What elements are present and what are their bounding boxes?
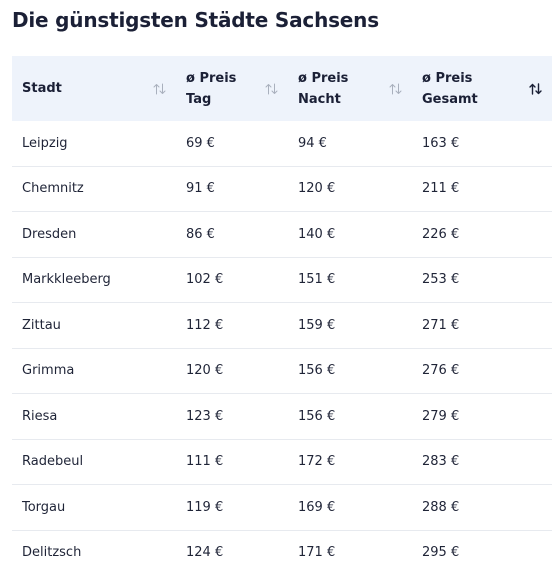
cell-city: Radebeul bbox=[12, 439, 176, 485]
column-header-label: ø Preis bbox=[298, 70, 349, 86]
page-title: Die günstigsten Städte Sachsens bbox=[12, 8, 379, 32]
cell-price-night: 140 € bbox=[288, 211, 412, 258]
cell-price-day: 123 € bbox=[176, 393, 288, 440]
table-row: Delitzsch 124 € 171 € 295 € bbox=[12, 530, 552, 575]
cell-city: Zittau bbox=[12, 302, 176, 349]
cell-price-night: 120 € bbox=[288, 166, 412, 212]
column-header-preis-gesamt[interactable]: ø Preis Gesamt bbox=[412, 56, 552, 121]
column-header-preis-tag[interactable]: ø Preis Tag bbox=[176, 56, 288, 121]
column-header-label: ø Preis Gesamt bbox=[422, 70, 478, 107]
cell-price-day: 91 € bbox=[176, 166, 288, 212]
table-row: Chemnitz 91 € 120 € 211 € bbox=[12, 166, 552, 212]
cell-price-day: 112 € bbox=[176, 302, 288, 349]
table-body: Leipzig 69 € 94 € 163 € Chemnitz 91 € 12… bbox=[12, 121, 552, 575]
table-header-row: Stadt ø Preis Tag ø Preis bbox=[12, 56, 552, 121]
cell-price-day: 119 € bbox=[176, 484, 288, 531]
cell-price-night: 159 € bbox=[288, 302, 412, 349]
column-header-preis-nacht[interactable]: ø Preis Nacht bbox=[288, 56, 412, 121]
table-row: Radebeul 111 € 172 € 283 € bbox=[12, 439, 552, 485]
cell-price-night: 151 € bbox=[288, 257, 412, 303]
cell-price-day: 69 € bbox=[176, 121, 288, 167]
cell-city: Torgau bbox=[12, 484, 176, 531]
table-row: Dresden 86 € 140 € 226 € bbox=[12, 211, 552, 258]
cell-city: Chemnitz bbox=[12, 166, 176, 212]
cell-price-night: 172 € bbox=[288, 439, 412, 485]
table-row: Zittau 112 € 159 € 271 € bbox=[12, 302, 552, 349]
cell-price-total: 253 € bbox=[412, 257, 552, 303]
sort-icon[interactable] bbox=[389, 83, 402, 95]
cell-city: Riesa bbox=[12, 393, 176, 440]
column-header-label: ø Preis bbox=[186, 70, 237, 86]
column-header-label: Stadt bbox=[22, 81, 62, 96]
cell-price-day: 102 € bbox=[176, 257, 288, 303]
table-row: Riesa 123 € 156 € 279 € bbox=[12, 393, 552, 440]
table-row: Leipzig 69 € 94 € 163 € bbox=[12, 121, 552, 167]
column-header-label-line2: Tag bbox=[186, 91, 212, 107]
cell-price-night: 156 € bbox=[288, 348, 412, 394]
sort-icon[interactable] bbox=[265, 83, 278, 95]
cell-price-night: 169 € bbox=[288, 484, 412, 531]
sort-icon[interactable] bbox=[529, 83, 542, 95]
column-header-stadt[interactable]: Stadt bbox=[12, 56, 176, 121]
column-header-label-line2: Nacht bbox=[298, 91, 341, 107]
cell-price-total: 283 € bbox=[412, 439, 552, 485]
cell-price-total: 211 € bbox=[412, 166, 552, 212]
cell-price-total: 295 € bbox=[422, 545, 460, 561]
cell-price-day: 124 € bbox=[186, 545, 224, 561]
cell-price-night: 171 € bbox=[298, 545, 336, 561]
cell-price-total: 276 € bbox=[412, 348, 552, 394]
cell-price-night: 94 € bbox=[288, 121, 412, 167]
sort-icon[interactable] bbox=[153, 83, 166, 95]
cell-city: Dresden bbox=[12, 211, 176, 258]
table-row: Markkleeberg 102 € 151 € 253 € bbox=[12, 257, 552, 303]
cell-price-total: 226 € bbox=[412, 211, 552, 258]
cell-city: Delitzsch bbox=[22, 545, 82, 561]
cell-price-total: 288 € bbox=[412, 484, 552, 531]
cell-city: Markkleeberg bbox=[12, 257, 176, 303]
cell-price-total: 163 € bbox=[412, 121, 552, 167]
table-row: Torgau 119 € 169 € 288 € bbox=[12, 484, 552, 531]
cell-price-night: 156 € bbox=[288, 393, 412, 440]
cell-city: Leipzig bbox=[12, 121, 176, 167]
cell-price-total: 279 € bbox=[412, 393, 552, 440]
cell-city: Grimma bbox=[12, 348, 176, 394]
table-row: Grimma 120 € 156 € 276 € bbox=[12, 348, 552, 394]
cell-price-day: 86 € bbox=[176, 211, 288, 258]
cell-price-day: 120 € bbox=[176, 348, 288, 394]
price-table: Stadt ø Preis Tag ø Preis bbox=[12, 56, 552, 575]
cell-price-day: 111 € bbox=[176, 439, 288, 485]
cell-price-total: 271 € bbox=[412, 302, 552, 349]
